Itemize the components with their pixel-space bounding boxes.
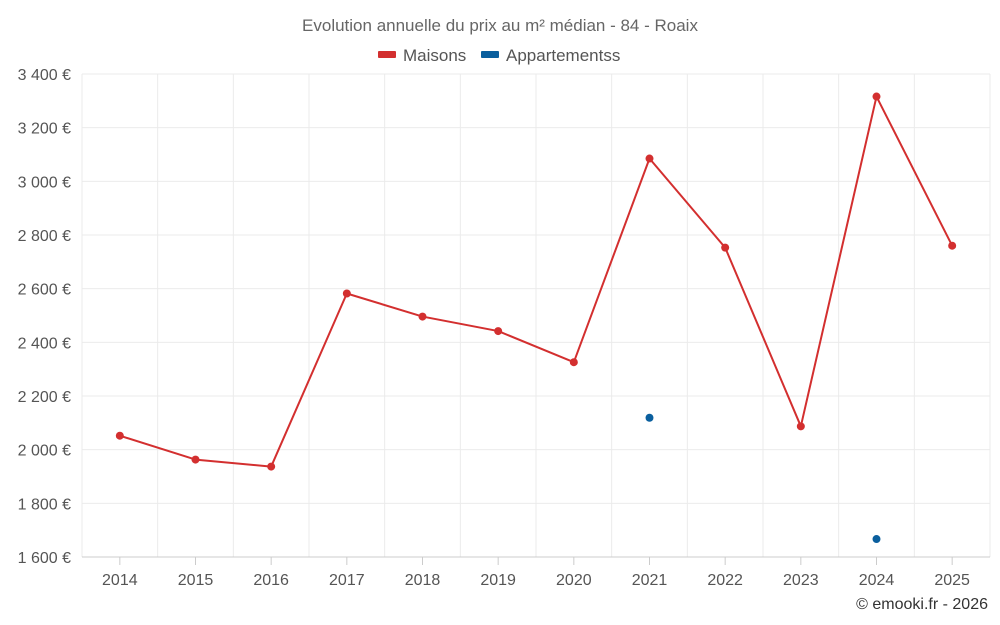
y-tick-label: 3 000 € bbox=[18, 174, 71, 191]
y-tick-label: 2 800 € bbox=[18, 228, 71, 245]
data-point-maisons[interactable] bbox=[569, 358, 578, 367]
x-axis: 2014 2015 2016 2017 2018 2019 2020 2021 2022 2023… bbox=[82, 556, 990, 589]
credit-text: © emooki.fr - 2026 bbox=[856, 596, 988, 613]
x-tick-label: 2018 bbox=[405, 572, 441, 589]
y-tick-label: 1 800 € bbox=[18, 496, 71, 513]
x-tick-label: 2016 bbox=[253, 572, 289, 589]
data-point-maisons[interactable] bbox=[494, 327, 503, 336]
x-tick-label: 2021 bbox=[632, 572, 668, 589]
y-tick-label: 3 200 € bbox=[18, 121, 71, 138]
x-tick-label: 2014 bbox=[102, 572, 138, 589]
data-point-maisons[interactable] bbox=[721, 243, 730, 252]
data-point-maisons[interactable] bbox=[418, 312, 427, 321]
data-point-maisons[interactable] bbox=[342, 289, 351, 298]
x-tick-label: 2019 bbox=[480, 572, 516, 589]
data-point-maisons[interactable] bbox=[191, 455, 200, 464]
y-tick-label: 2 600 € bbox=[18, 282, 71, 299]
series-appartementss bbox=[645, 413, 881, 544]
x-tick-label: 2015 bbox=[178, 572, 214, 589]
y-axis: 1 600 € 1 800 € 2 000 € 2 200 € 2 400 € 2 600… bbox=[18, 67, 71, 567]
data-point-maisons[interactable] bbox=[872, 92, 881, 101]
x-tick-label: 2023 bbox=[783, 572, 819, 589]
x-tick-label: 2017 bbox=[329, 572, 365, 589]
y-tick-label: 1 600 € bbox=[18, 550, 71, 567]
data-point-maisons[interactable] bbox=[796, 422, 805, 431]
y-tick-label: 3 400 € bbox=[18, 67, 71, 84]
x-tick-label: 2022 bbox=[707, 572, 743, 589]
y-tick-label: 2 200 € bbox=[18, 389, 71, 406]
legend-item-appartements[interactable]: Appartementss bbox=[481, 46, 620, 65]
series bbox=[115, 92, 957, 544]
series-line-maisons bbox=[119, 95, 954, 468]
data-point-maisons[interactable] bbox=[115, 431, 124, 440]
data-point-maisons[interactable] bbox=[645, 154, 654, 163]
x-tick-label: 2024 bbox=[859, 572, 895, 589]
legend-swatch-maisons bbox=[378, 51, 396, 58]
chart-title: Evolution annuelle du prix au m² médian … bbox=[302, 16, 698, 35]
legend-swatch-appartements bbox=[481, 51, 499, 58]
data-point-maisons[interactable] bbox=[267, 462, 276, 471]
series-maisons bbox=[115, 92, 957, 471]
y-tick-label: 2 000 € bbox=[18, 443, 71, 460]
data-point-appartementss[interactable] bbox=[645, 413, 654, 422]
data-point-appartementss[interactable] bbox=[872, 535, 881, 544]
legend: Maisons Appartementss bbox=[378, 46, 620, 65]
x-tick-label: 2025 bbox=[934, 572, 970, 589]
legend-label-appartements: Appartementss bbox=[506, 46, 620, 65]
legend-label-maisons: Maisons bbox=[403, 46, 466, 65]
y-tick-label: 2 400 € bbox=[18, 335, 71, 352]
x-tick-label: 2020 bbox=[556, 572, 592, 589]
grid bbox=[81, 73, 991, 557]
legend-item-maisons[interactable]: Maisons bbox=[378, 46, 466, 65]
data-point-maisons[interactable] bbox=[948, 241, 957, 250]
